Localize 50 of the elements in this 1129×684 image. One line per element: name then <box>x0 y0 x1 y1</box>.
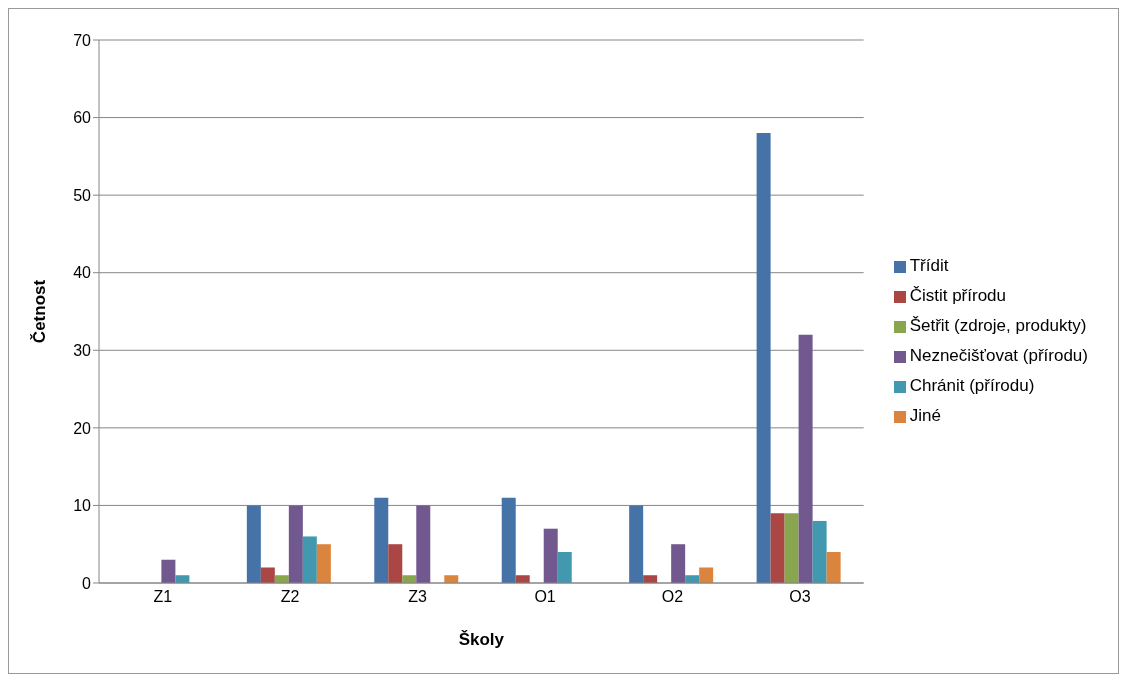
y-tick-label: 50 <box>73 186 92 204</box>
legend-label: Čistit přírodu <box>909 286 1007 305</box>
bar <box>671 544 686 583</box>
bar <box>288 505 303 583</box>
y-tick-label: 0 <box>82 574 92 592</box>
bar <box>756 133 771 583</box>
bar <box>501 497 516 583</box>
bar <box>246 505 261 583</box>
bar <box>444 575 459 583</box>
bar <box>770 513 785 583</box>
x-tick-label: Z2 <box>280 588 300 606</box>
bar <box>557 551 572 583</box>
legend-label: Šetřit (zdroje, produkty) <box>909 316 1087 335</box>
bar <box>388 544 403 583</box>
bar <box>374 497 389 583</box>
x-tick-label: O1 <box>534 588 556 606</box>
y-tick-label: 20 <box>73 419 92 437</box>
y-axis-title: Četnost <box>30 279 50 344</box>
y-tick-label: 40 <box>73 264 92 282</box>
bar <box>161 559 176 583</box>
bar <box>629 505 644 583</box>
legend-label: Třídit <box>909 256 949 275</box>
bar <box>685 575 700 583</box>
x-tick-label: Z3 <box>408 588 428 606</box>
bar <box>543 528 558 583</box>
bar <box>175 575 190 583</box>
bar <box>826 551 841 583</box>
x-axis-title: Školy <box>458 630 505 649</box>
bar <box>316 544 331 583</box>
bar <box>402 575 417 583</box>
y-tick-label: 60 <box>73 109 92 127</box>
bar <box>812 520 827 583</box>
bar <box>798 334 813 583</box>
bar <box>784 513 799 583</box>
bar <box>260 567 275 583</box>
bar <box>302 536 317 583</box>
bar <box>274 575 289 583</box>
y-tick-label: 70 <box>73 31 92 49</box>
x-tick-label: Z1 <box>153 588 173 606</box>
x-tick-label: O3 <box>789 588 811 606</box>
bar <box>699 567 714 583</box>
bar <box>515 575 530 583</box>
bar <box>643 575 658 583</box>
legend-label: Jiné <box>909 406 941 425</box>
y-tick-label: 10 <box>73 497 92 515</box>
x-tick-label: O2 <box>661 588 684 606</box>
y-tick-label: 30 <box>73 341 92 359</box>
legend-label: Neznečišťovat (přírodu) <box>909 346 1088 365</box>
legend-label: Chránit (přírodu) <box>909 376 1035 395</box>
bar <box>416 505 431 583</box>
